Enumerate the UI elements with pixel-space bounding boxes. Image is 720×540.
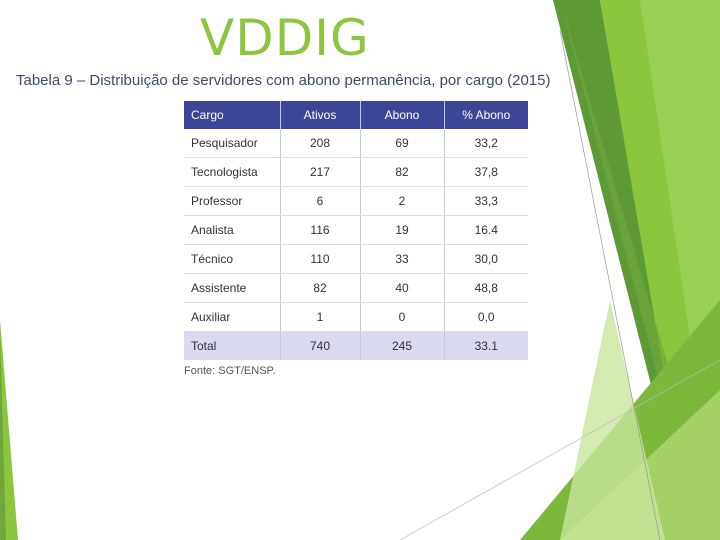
cell-cargo: Tecnologista <box>184 157 280 187</box>
cell-percent: 16.4 <box>443 215 528 245</box>
cell-abono: 40 <box>359 273 444 303</box>
cell-total-ativos: 740 <box>279 331 360 360</box>
cell-abono: 82 <box>359 157 444 187</box>
column-header-abono: Abono <box>359 101 444 129</box>
table-row: Professor 6 2 33,3 <box>184 186 528 216</box>
cell-ativos: 82 <box>279 273 360 303</box>
cell-total-percent: 33.1 <box>443 331 528 360</box>
cell-total-label: Total <box>184 331 280 360</box>
cell-abono: 69 <box>359 129 444 158</box>
cell-percent: 33,2 <box>443 129 528 158</box>
column-header-ativos: Ativos <box>279 101 360 129</box>
column-header-cargo: Cargo <box>184 101 280 129</box>
cell-cargo: Auxiliar <box>184 302 280 332</box>
cell-total-abono: 245 <box>359 331 444 360</box>
table-row: Tecnologista 217 82 37,8 <box>184 157 528 187</box>
cell-percent: 37,8 <box>443 157 528 187</box>
table-row: Assistente 82 40 48,8 <box>184 273 528 303</box>
cell-percent: 30,0 <box>443 244 528 274</box>
cell-cargo: Pesquisador <box>184 129 280 158</box>
cell-abono: 2 <box>359 186 444 216</box>
cell-cargo: Analista <box>184 215 280 245</box>
cell-ativos: 208 <box>279 129 360 158</box>
cell-percent: 48,8 <box>443 273 528 303</box>
cell-ativos: 116 <box>279 215 360 245</box>
header-row: Cargo Ativos Abono % Abono <box>184 101 528 129</box>
cell-ativos: 1 <box>279 302 360 332</box>
cell-abono: 19 <box>359 215 444 245</box>
column-header-percent-abono: % Abono <box>443 101 528 129</box>
cell-percent: 0,0 <box>443 302 528 332</box>
cell-abono: 33 <box>359 244 444 274</box>
cell-cargo: Técnico <box>184 244 280 274</box>
table-row: Técnico 110 33 30,0 <box>184 244 528 274</box>
cell-abono: 0 <box>359 302 444 332</box>
cell-ativos: 6 <box>279 186 360 216</box>
cell-cargo: Assistente <box>184 273 280 303</box>
data-table: Cargo Ativos Abono % Abono Pesquisador 2… <box>184 101 528 360</box>
table-caption: Tabela 9 – Distribuição de servidores co… <box>16 72 551 89</box>
slide-title: VDDIG <box>200 9 370 67</box>
cell-ativos: 110 <box>279 244 360 274</box>
table-row: Auxiliar 1 0 0,0 <box>184 302 528 332</box>
total-row: Total 740 245 33.1 <box>184 331 528 360</box>
cell-ativos: 217 <box>279 157 360 187</box>
cell-cargo: Professor <box>184 186 280 216</box>
table-row: Analista 116 19 16.4 <box>184 215 528 245</box>
source-note: Fonte: SGT/ENSP. <box>184 365 276 377</box>
cell-percent: 33,3 <box>443 186 528 216</box>
table-row: Pesquisador 208 69 33,2 <box>184 129 528 158</box>
